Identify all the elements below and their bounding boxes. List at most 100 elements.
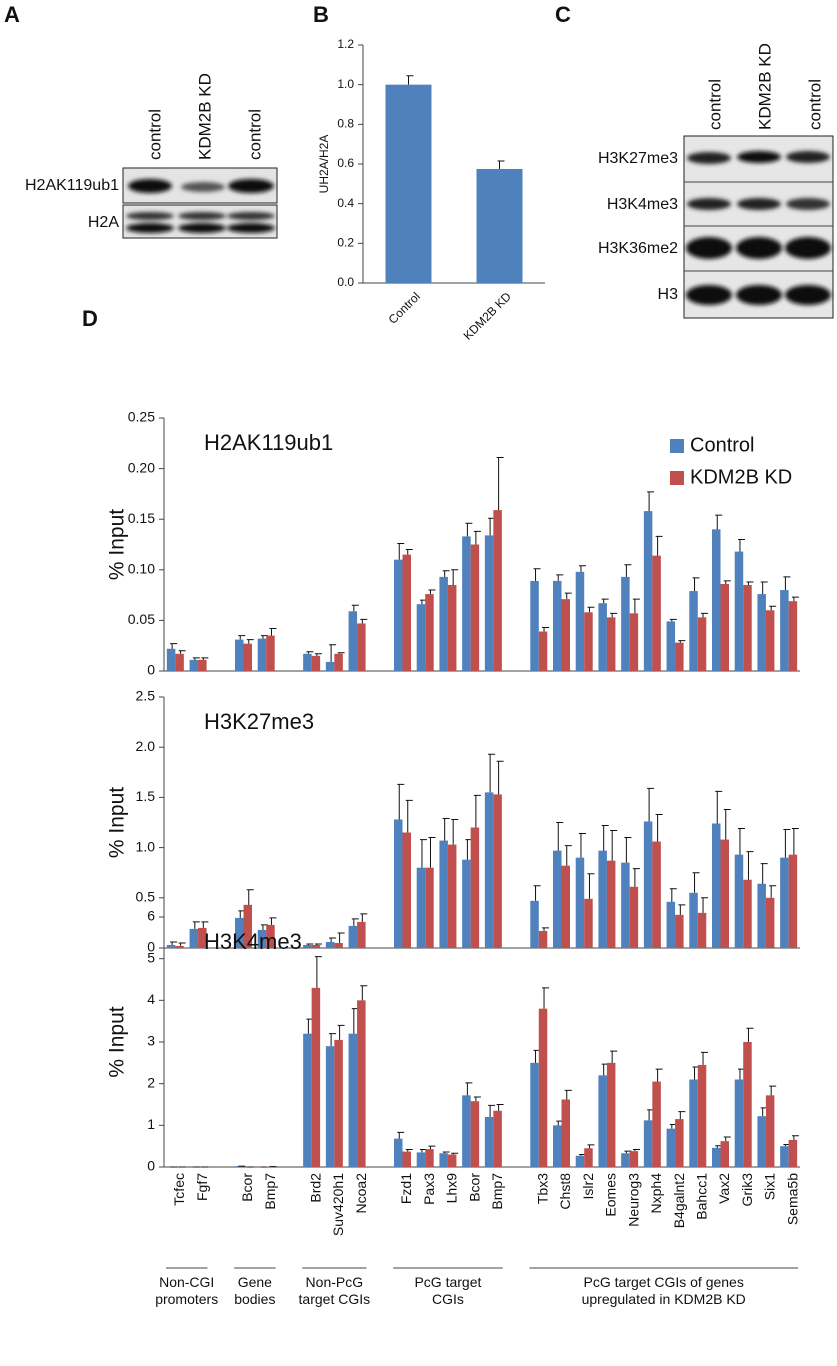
bar <box>584 898 593 948</box>
error-bar <box>314 653 322 656</box>
error-bar <box>337 1024 345 1040</box>
error-bar <box>442 570 450 577</box>
y-axis-label: % Input <box>106 509 129 580</box>
x-tick-label: KDM2B KD <box>461 289 515 343</box>
x-tick-label: Brd2 <box>307 1173 323 1203</box>
y-tick-label: 2 <box>147 1074 155 1090</box>
error-bar <box>533 885 541 901</box>
bar <box>712 529 721 671</box>
error-bar <box>397 542 405 560</box>
bands <box>686 151 831 305</box>
bar <box>689 1079 698 1167</box>
error-bar <box>701 1051 709 1065</box>
bar <box>652 1081 661 1167</box>
bar <box>712 1147 721 1167</box>
error-bar <box>337 932 345 943</box>
y-tick-label: 3 <box>147 1033 155 1049</box>
group-label: PcG target CGIs <box>414 1274 482 1307</box>
bar <box>439 1153 448 1167</box>
chart-title: H3K4me3 <box>204 929 302 954</box>
error-bar <box>587 606 595 613</box>
group-label: PcG target CGIs of genes upregulated in … <box>581 1274 746 1307</box>
bar <box>538 930 548 948</box>
x-tick-label: Vax2 <box>716 1173 732 1204</box>
bar <box>493 1110 502 1167</box>
y-axis-label: % Input <box>106 1006 129 1077</box>
bar <box>416 1152 426 1167</box>
error-bar <box>351 918 359 926</box>
error-bar <box>360 913 368 922</box>
error-bar <box>170 643 178 649</box>
y-axis-label: % Input <box>106 787 129 858</box>
error-bar <box>769 885 777 898</box>
bar <box>553 1125 562 1167</box>
error-bar <box>578 833 586 858</box>
bar <box>334 1039 343 1167</box>
bar <box>652 555 661 671</box>
error-bar <box>746 581 754 585</box>
bar <box>538 1008 548 1167</box>
y-tick-label: 0.5 <box>136 889 156 905</box>
bar <box>447 1154 457 1167</box>
error-bar <box>397 1131 405 1139</box>
y-tick-label: 0.2 <box>337 236 354 250</box>
bar <box>606 617 616 671</box>
bar <box>621 862 630 948</box>
bar <box>757 594 766 671</box>
bar <box>788 854 798 948</box>
error-bar <box>647 787 655 822</box>
error-bar <box>496 1104 504 1111</box>
row-label: H2AK119ub1 <box>25 177 119 194</box>
bar <box>765 1095 775 1167</box>
error-bar <box>769 1085 777 1096</box>
x-tick-label: Control <box>386 289 423 326</box>
y-tick-label: 0.10 <box>128 561 155 577</box>
error-bar <box>496 456 504 511</box>
error-bar <box>496 760 504 795</box>
bar <box>470 827 480 948</box>
bar <box>394 819 403 948</box>
lane-label: KDM2B KD <box>195 73 214 160</box>
error-bar <box>192 921 200 929</box>
error-bar <box>360 985 368 1001</box>
error-bar <box>669 888 677 902</box>
bar <box>493 510 502 671</box>
bar <box>734 1079 744 1167</box>
bar <box>303 1033 312 1167</box>
bar <box>484 535 494 671</box>
y-tick-label: 0.05 <box>128 611 155 627</box>
error-bar <box>428 1145 436 1150</box>
error-bar <box>465 522 473 537</box>
error-bar <box>351 604 359 612</box>
bar <box>575 857 585 948</box>
error-bar <box>405 1149 413 1152</box>
error-bar <box>760 581 768 595</box>
y-tick-label: 2.5 <box>136 688 156 704</box>
bar <box>416 867 426 948</box>
y-tick-label: 0.25 <box>128 409 155 425</box>
bar <box>402 554 411 671</box>
error-bar <box>465 1082 473 1096</box>
bar <box>198 659 207 671</box>
bar <box>198 927 207 948</box>
error-bar <box>678 640 686 643</box>
error-bar <box>497 160 505 169</box>
bands <box>126 179 275 233</box>
y-tick-label: 1 <box>147 1116 155 1132</box>
bar <box>257 929 267 948</box>
error-bar <box>760 863 768 884</box>
bar <box>734 854 744 948</box>
y-tick-label: 0.15 <box>128 510 155 526</box>
bar <box>303 944 312 948</box>
lane-label: control <box>705 79 724 130</box>
x-tick-label: Grik3 <box>739 1173 755 1207</box>
bar <box>235 917 244 948</box>
panel-label: D <box>82 306 98 331</box>
error-bar <box>624 564 632 577</box>
bar <box>584 612 593 671</box>
panel-label: C <box>555 2 571 27</box>
bar <box>666 621 676 671</box>
bar <box>675 642 684 671</box>
bar <box>598 1075 607 1167</box>
bar <box>697 912 707 948</box>
